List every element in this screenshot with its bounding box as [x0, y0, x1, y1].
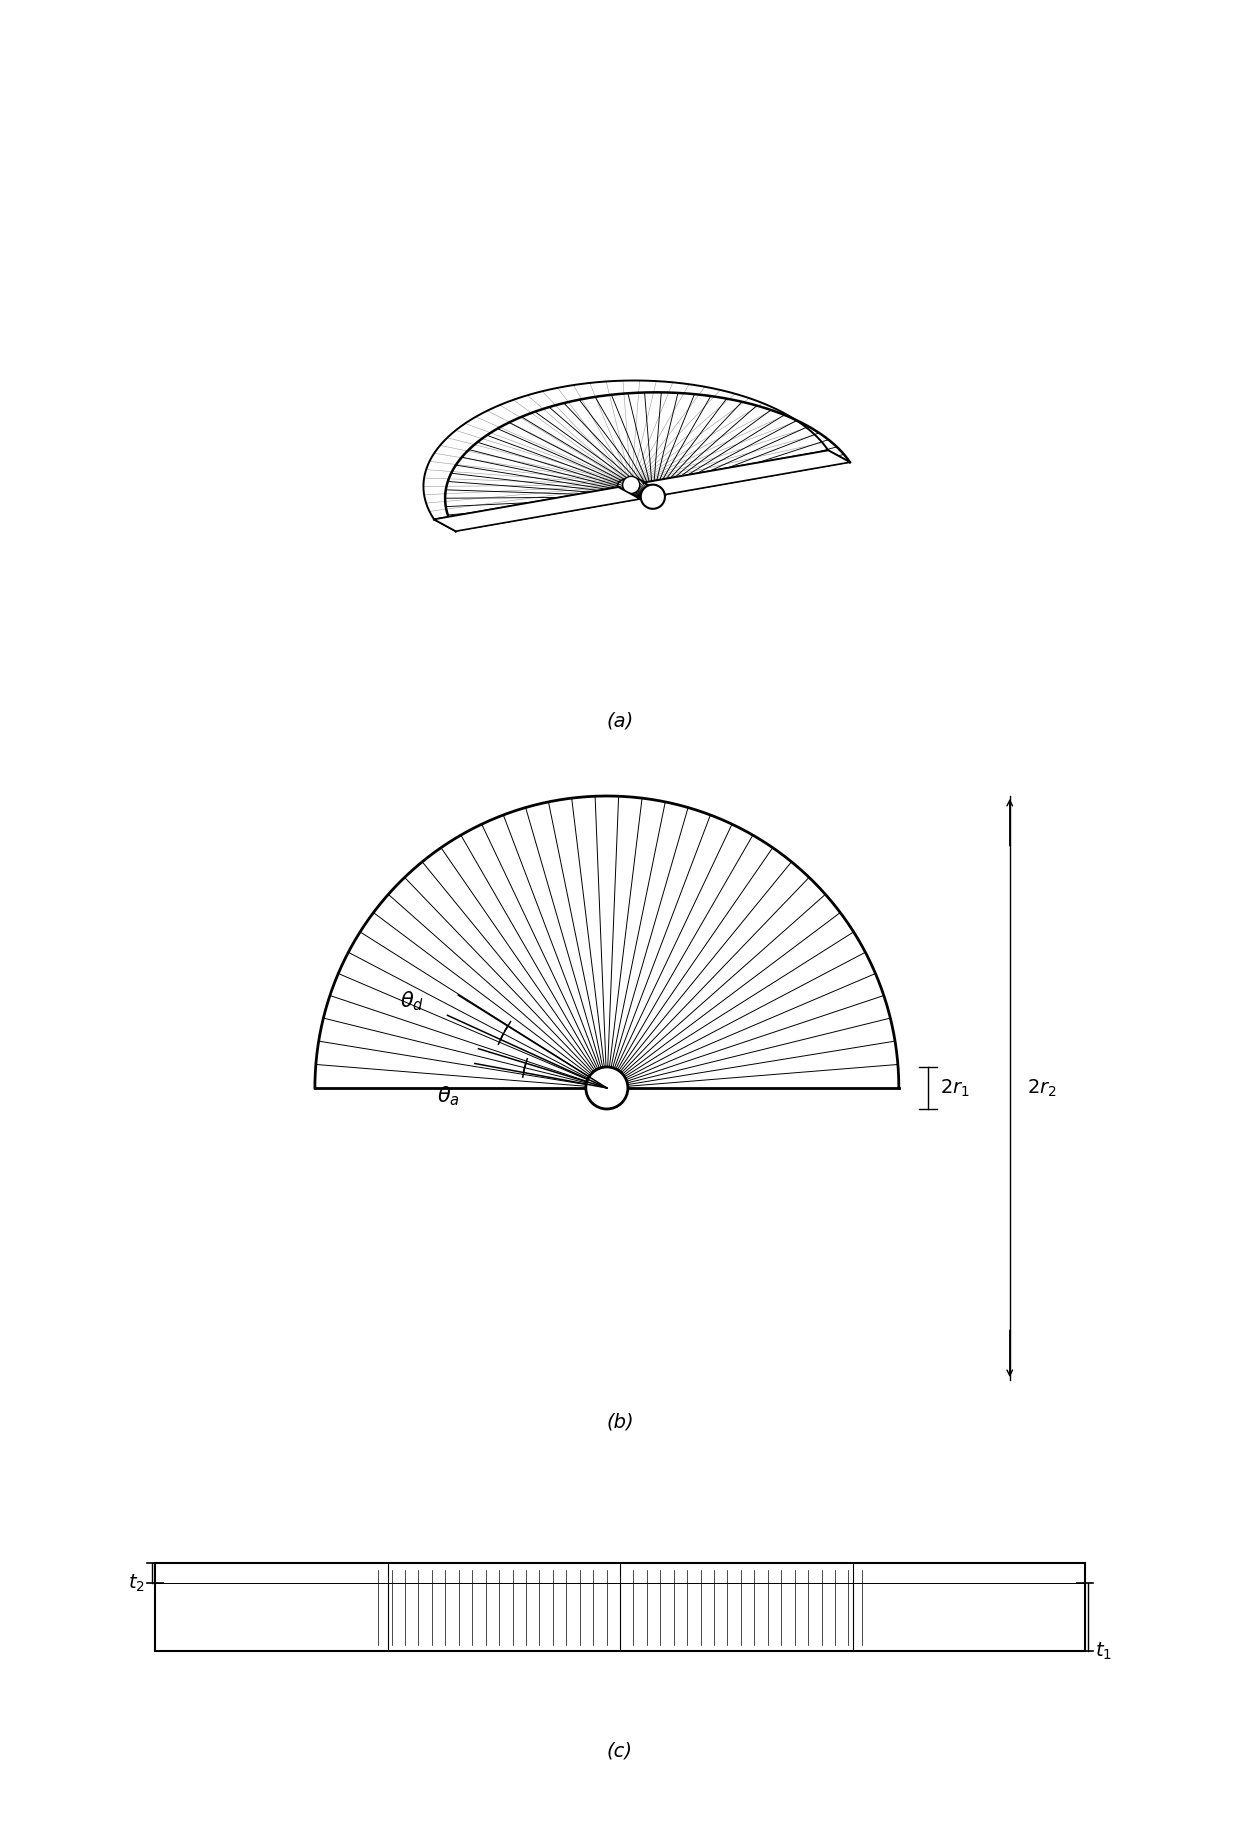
Circle shape	[585, 1068, 627, 1108]
Text: $\theta_d$: $\theta_d$	[399, 988, 424, 1012]
Text: (a): (a)	[606, 712, 634, 730]
Text: $\theta_a$: $\theta_a$	[436, 1084, 460, 1108]
Text: (b): (b)	[606, 1413, 634, 1431]
Circle shape	[641, 485, 665, 509]
Circle shape	[622, 476, 640, 494]
Bar	[155, 1564, 1085, 1650]
Text: $2r_2$: $2r_2$	[1027, 1077, 1056, 1099]
Polygon shape	[434, 487, 640, 531]
Text: $t_1$: $t_1$	[1095, 1641, 1112, 1661]
Text: $t_2$: $t_2$	[128, 1573, 145, 1593]
Text: $2r_1$: $2r_1$	[940, 1077, 970, 1099]
Polygon shape	[644, 450, 849, 494]
Text: (c): (c)	[608, 1743, 632, 1761]
